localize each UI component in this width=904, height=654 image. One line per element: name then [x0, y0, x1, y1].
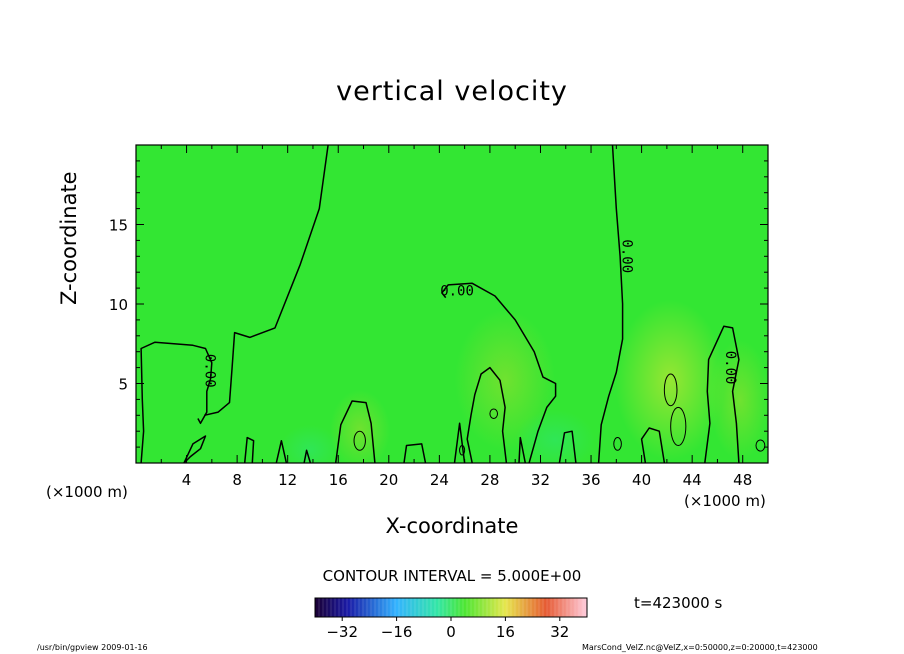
colorbar-ticks: −32 −16 0 16 32 [326, 617, 569, 641]
zero-contour-13 [303, 449, 312, 463]
x-unit-right: (×1000 m) [684, 492, 766, 510]
colorbar-tick-label: −16 [381, 623, 413, 641]
closed-contour-2 [670, 406, 687, 447]
zero-contour-14 [453, 422, 466, 463]
chart-title: vertical velocity [336, 76, 568, 107]
colorbar: −32 −16 0 16 32 [314, 597, 588, 641]
x-tick-label: 40 [632, 471, 651, 489]
zero-contour-2 [441, 282, 557, 463]
zero-contour-12 [275, 439, 288, 463]
zero-contour-3 [597, 145, 624, 463]
x-tick-label: 4 [182, 471, 192, 489]
zero-contour-0 [140, 341, 213, 463]
y-tick-label: 10 [109, 296, 128, 314]
footer-right: MarsCond_VelZ.nc@VelZ,x=0:50000,z=0:2000… [582, 643, 818, 652]
x-tick-label: 48 [733, 471, 752, 489]
contour-interval: CONTOUR INTERVAL = 5.000E+00 [322, 567, 582, 585]
zero-contour-1 [204, 145, 329, 417]
contour-label-0: 0.00 [201, 354, 217, 388]
y-tick-label: 5 [118, 376, 128, 394]
closed-contour-4 [459, 445, 466, 456]
x-tick-label: 36 [581, 471, 600, 489]
x-tick-label: 20 [379, 471, 398, 489]
x-tick-label: 24 [430, 471, 449, 489]
y-axis-label: Z-coordinate [57, 171, 81, 305]
closed-contour-6 [755, 439, 766, 452]
closed-contour-0 [353, 430, 366, 451]
colorbar-tick-label: 0 [446, 623, 456, 641]
colorbar-tick-label: 16 [496, 623, 515, 641]
contour-label-1: 0.00 [440, 283, 474, 299]
time-label: t=423000 s [634, 594, 723, 612]
zero-contour-7 [640, 427, 666, 463]
contour-lines [140, 145, 766, 463]
x-axis-label: X-coordinate [385, 514, 519, 538]
x-tick-label: 44 [683, 471, 702, 489]
x-tick-label: 28 [480, 471, 499, 489]
contour-label-2: 0.00 [618, 239, 634, 273]
closed-contour-3 [489, 408, 499, 419]
zero-contour-8 [558, 430, 577, 463]
zero-contour-6 [704, 325, 740, 463]
x-tick-label: 8 [232, 471, 242, 489]
colorbar-stripes [318, 598, 584, 617]
colorbar-fill [315, 598, 587, 617]
x-unit-left: (×1000 m) [46, 483, 128, 501]
y-tick-label: 15 [109, 217, 128, 235]
zero-contour-9 [403, 443, 427, 463]
zero-contour-4 [466, 366, 508, 463]
x-tick-label: 32 [531, 471, 550, 489]
colorbar-tick-label: 32 [550, 623, 569, 641]
contour-labels: 0.00 0.00 0.00 0.00 [201, 239, 738, 387]
x-tick-label: 16 [329, 471, 348, 489]
zero-contour-15 [518, 436, 527, 463]
zero-contour-5 [334, 400, 376, 463]
footer-left: /usr/bin/gpview 2009-01-16 [37, 643, 148, 652]
x-tick-label: 12 [278, 471, 297, 489]
contour-label-3: 0.00 [722, 351, 738, 385]
zero-contour-10 [183, 435, 207, 463]
zero-contour-11 [243, 436, 255, 463]
closed-contour-1 [663, 373, 678, 407]
closed-contour-5 [613, 437, 622, 451]
colorbar-tick-label: −32 [326, 623, 358, 641]
